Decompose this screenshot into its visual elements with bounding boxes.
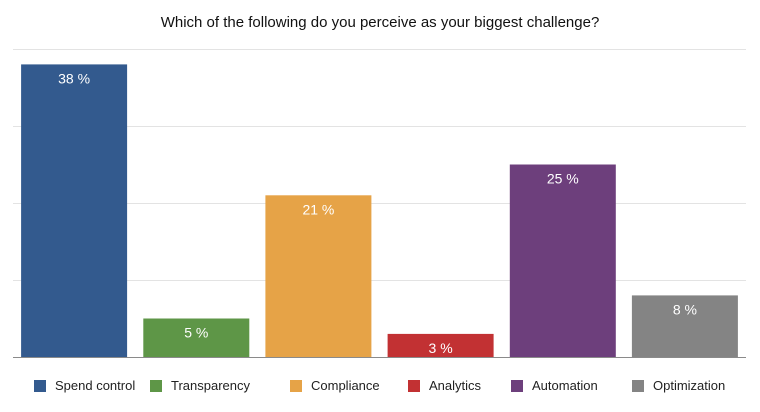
legend-item-optimization: Optimization (632, 378, 725, 393)
chart-title: Which of the following do you perceive a… (160, 14, 600, 31)
legend-label: Spend control (55, 378, 136, 393)
bar-compliance (265, 195, 372, 357)
legend-item-analytics: Analytics (408, 378, 481, 393)
data-label: 21 % (302, 201, 334, 217)
legend-swatch (150, 379, 162, 392)
data-label: 38 % (58, 70, 90, 86)
legend-swatch (34, 379, 46, 392)
legend-swatch (290, 379, 302, 392)
legend-label: Automation (532, 378, 598, 393)
data-label: 5 % (184, 325, 208, 341)
legend-label: Analytics (429, 378, 482, 393)
chart-legend: Spend control Transparency Compliance Analy… (0, 378, 760, 396)
legend-label: Compliance (311, 378, 380, 393)
legend-swatch (632, 379, 644, 392)
bar-chart: 38 % 5 % 21 % 3 % 25 % 8 % (13, 49, 746, 358)
data-label: 25 % (547, 171, 579, 187)
data-label: 3 % (429, 340, 453, 356)
legend-item-compliance: Compliance (290, 378, 380, 393)
bar-spend-control (21, 64, 128, 358)
bar-analytics (387, 333, 494, 357)
data-label: 8 % (673, 301, 697, 317)
bar-automation (509, 164, 616, 357)
legend-item-automation: Automation (511, 378, 598, 393)
legend-label: Optimization (653, 378, 726, 393)
bar-optimization (631, 295, 738, 357)
legend-swatch (511, 379, 523, 392)
legend-swatch (408, 379, 420, 392)
legend-item-spend-control: Spend control (34, 378, 135, 393)
bar-transparency (143, 318, 250, 357)
legend-item-transparency: Transparency (150, 378, 250, 393)
legend-label: Transparency (171, 378, 250, 393)
